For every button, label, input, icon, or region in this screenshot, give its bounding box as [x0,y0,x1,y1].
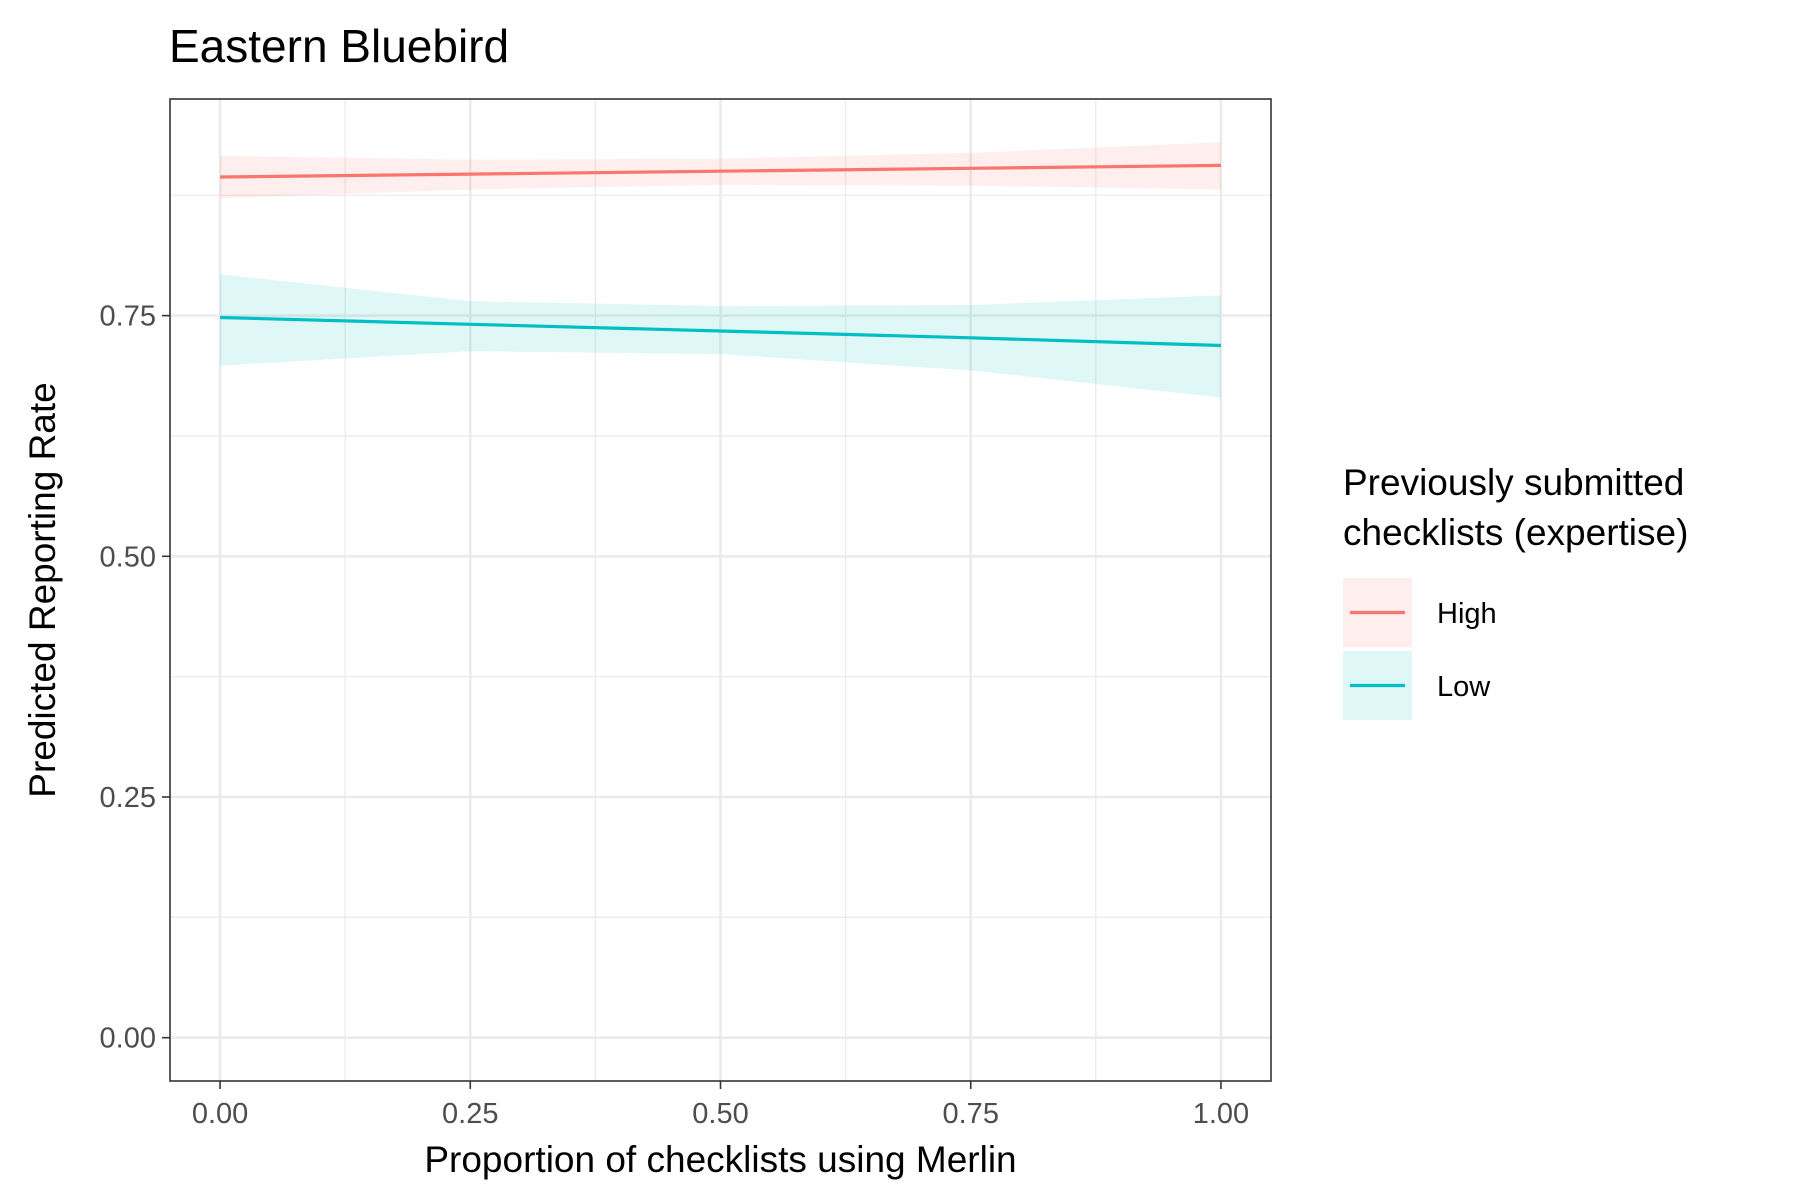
x-tick-label: 0.00 [192,1098,248,1130]
legend-title-line-1: Previously submitted [1343,462,1684,503]
legend: Previously submitted checklists (experti… [1343,462,1688,720]
x-tick-label: 0.75 [943,1098,999,1130]
ribbon-low [220,274,1221,398]
y-tick-label: 0.75 [100,301,156,333]
y-axis: 0.00 0.25 0.50 0.75 [100,301,170,1055]
y-axis-title: Predicted Reporting Rate [22,382,63,797]
chart-title: Eastern Bluebird [169,20,509,72]
legend-label-low: Low [1437,671,1491,703]
series-line-low [219,315,1222,348]
x-tick-label: 0.25 [442,1098,498,1130]
x-axis-title: Proportion of checklists using Merlin [424,1139,1016,1180]
x-tick-label: 0.50 [692,1098,748,1130]
y-tick-label: 0.00 [100,1023,156,1055]
grid-major [170,99,1271,1081]
legend-label-high: High [1437,598,1497,630]
y-tick-label: 0.25 [100,782,156,814]
series-line-high [219,163,1222,179]
series-lines [219,163,1222,348]
x-tick-label: 1.00 [1193,1098,1249,1130]
legend-title-line-2: checklists (expertise) [1343,512,1688,553]
y-tick-label: 0.50 [100,541,156,573]
legend-items: High Low [1343,578,1497,720]
x-axis: 0.00 0.25 0.50 0.75 1.00 [192,1081,1249,1130]
